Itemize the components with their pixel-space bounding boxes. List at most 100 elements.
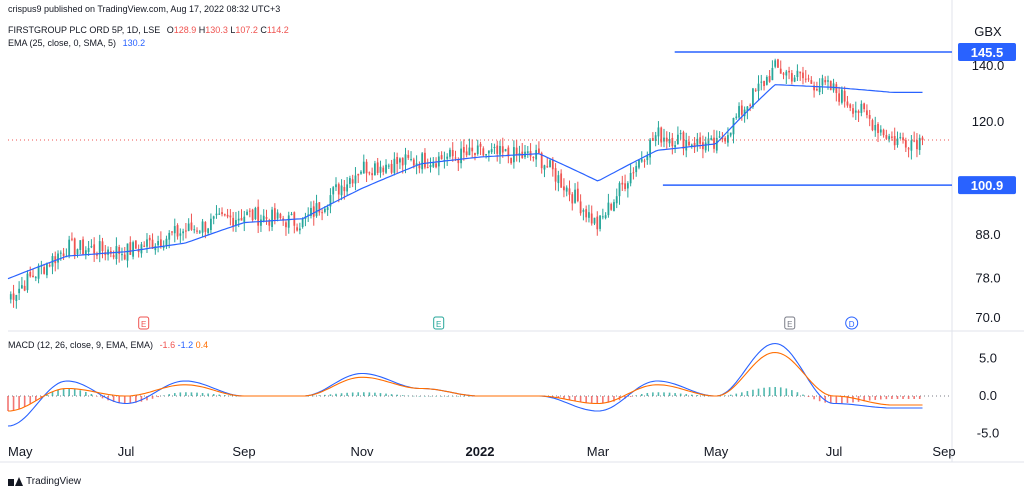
candle-body: [476, 145, 479, 155]
candle-body: [121, 254, 123, 256]
macd-histogram-bar: [785, 388, 788, 396]
candle-body: [218, 213, 221, 215]
macd-histogram-bar: [57, 389, 59, 396]
macd-histogram-bar: [724, 395, 726, 396]
candle-body: [601, 216, 604, 218]
candle-body: [26, 273, 29, 291]
candle-body: [638, 159, 640, 168]
candle-body: [465, 151, 468, 156]
candle-body: [624, 183, 626, 189]
candle-body: [401, 157, 404, 166]
macd-histogram-bar: [463, 396, 465, 397]
publisher-line: crispus9 published on TradingView.com, A…: [8, 4, 281, 14]
macd-histogram-bar: [407, 395, 410, 397]
time-axis-tick: Nov: [350, 444, 374, 459]
candle-body: [696, 138, 699, 147]
candle-body: [207, 228, 210, 234]
candle-body: [754, 89, 757, 91]
macd-histogram-bar: [685, 394, 688, 396]
ema-label[interactable]: EMA (25, close, 0, SMA, 5): [8, 38, 117, 48]
macd-histogram-bar: [752, 389, 754, 396]
candle-body: [735, 116, 738, 118]
candle-body: [240, 217, 243, 221]
earnings-marker[interactable]: [784, 316, 796, 330]
candle-body: [907, 148, 910, 150]
candle-body: [59, 252, 62, 254]
candle-body: [871, 120, 874, 131]
macd-histogram-bar: [146, 396, 148, 401]
candle-body: [815, 89, 818, 91]
candle-body: [98, 241, 101, 255]
candle-body: [268, 220, 271, 226]
macd-histogram-bar: [657, 392, 660, 396]
candle-body: [913, 140, 916, 142]
candle-body: [549, 160, 551, 168]
candle-body: [818, 87, 821, 93]
macd-histogram-bar: [557, 396, 560, 398]
candle-body: [535, 149, 538, 160]
symbol-label[interactable]: FIRSTGROUP PLC ORD 5P, 1D, LSE: [8, 25, 161, 35]
candle-body: [910, 140, 913, 151]
macd-axis-tick: -5.0: [977, 426, 999, 441]
candle-body: [173, 226, 176, 234]
candle-body: [454, 157, 457, 159]
earnings-marker[interactable]: [433, 316, 445, 330]
macd-histogram-bar: [190, 392, 193, 396]
candle-body: [835, 84, 838, 94]
macd-histogram-bar: [668, 392, 671, 396]
candle-body: [379, 166, 382, 173]
candle-body: [132, 242, 134, 257]
candle-body: [785, 71, 788, 76]
candle-body: [360, 171, 362, 174]
candle-body: [482, 148, 485, 156]
earnings-marker[interactable]: [138, 316, 150, 330]
macd-histogram-bar: [62, 388, 65, 396]
candle-body: [838, 93, 841, 102]
candle-body: [540, 153, 543, 169]
time-axis-tick: Mar: [587, 444, 610, 459]
candle-body: [618, 183, 621, 197]
macd-label[interactable]: MACD (12, 26, close, 9, EMA, EMA): [8, 340, 154, 350]
macd-histogram-bar: [435, 396, 437, 397]
candle-body: [90, 246, 93, 248]
candle-body: [432, 162, 435, 167]
macd-histogram-bar: [307, 395, 310, 397]
candle-body: [449, 149, 451, 157]
candle-body: [707, 138, 710, 144]
candle-body: [885, 135, 888, 139]
candle-body: [221, 212, 223, 215]
macd-histogram-bar: [863, 396, 865, 402]
candle-body: [296, 227, 298, 231]
candle-body: [565, 187, 568, 192]
dividend-marker[interactable]: [845, 316, 859, 330]
candle-body: [312, 206, 315, 217]
candle-body: [315, 203, 318, 217]
macd-histogram-bar: [224, 395, 226, 396]
macd-histogram-bar: [312, 395, 315, 397]
candle-body: [504, 149, 507, 152]
macd-histogram-bar: [802, 394, 804, 396]
macd-histogram-bar: [629, 396, 632, 397]
candle-body: [190, 222, 193, 230]
candle-body: [849, 104, 852, 108]
candle-body: [621, 182, 624, 185]
candle-body: [546, 166, 549, 168]
candle-body: [457, 159, 460, 164]
candle-body: [649, 139, 651, 158]
macd-histogram-bar: [201, 393, 204, 396]
candle-body: [404, 154, 407, 165]
candle-body: [246, 211, 248, 215]
candle-body: [82, 239, 84, 255]
macd-histogram-bar: [218, 394, 221, 396]
candle-body: [749, 104, 752, 106]
candle-body: [29, 271, 32, 277]
resistance-label-box: [958, 42, 1016, 61]
macd-histogram-bar: [362, 392, 365, 396]
tradingview-brand[interactable]: TradingView: [8, 476, 81, 487]
macd-histogram-bar: [702, 395, 704, 397]
candle-body: [668, 139, 671, 144]
ema-legend: EMA (25, close, 0, SMA, 5) 130.2: [8, 38, 145, 48]
candle-body: [893, 136, 896, 146]
candle-body: [159, 239, 162, 247]
